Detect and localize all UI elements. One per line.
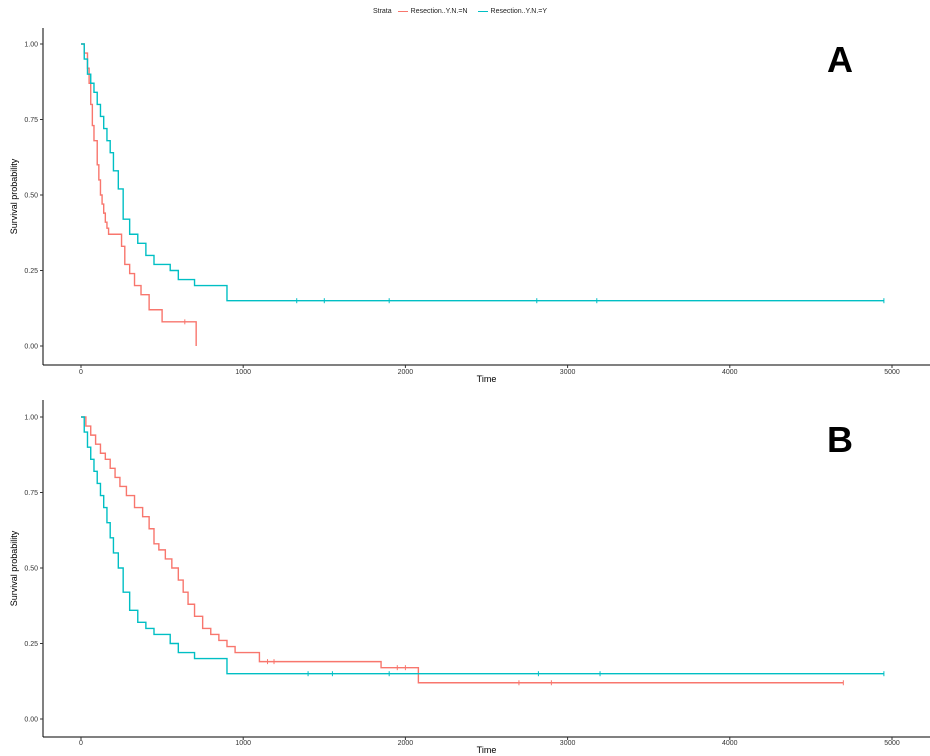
panel-label: B bbox=[827, 419, 853, 460]
series-line-0 bbox=[81, 416, 844, 684]
y-tick-label: 0.25 bbox=[24, 641, 38, 648]
x-tick-label: 5000 bbox=[884, 369, 900, 376]
panel-a: 0.00 0.25 0.50 0.75 1.00 0 1000 2000 3000 4000 500… bbox=[9, 28, 930, 384]
x-tick-label: 5000 bbox=[884, 740, 900, 747]
y-tick-label: 0.50 bbox=[24, 566, 38, 573]
x-tick-label: 2000 bbox=[398, 740, 414, 747]
x-tick-label: 1000 bbox=[235, 369, 251, 376]
x-tick-label: 3000 bbox=[560, 740, 576, 747]
x-axis-title: Time bbox=[477, 374, 497, 384]
x-tick-label: 4000 bbox=[722, 369, 738, 376]
legend-swatch-y bbox=[477, 10, 488, 12]
panel-b: 0.00 0.25 0.50 0.75 1.00 0 1000 2000 3000 4000 500… bbox=[9, 400, 930, 755]
y-tick-label: 0.75 bbox=[24, 490, 38, 497]
legend-swatch-n bbox=[397, 10, 408, 12]
x-tick-label: 2000 bbox=[398, 369, 414, 376]
x-tick-label: 1000 bbox=[235, 740, 251, 747]
y-tick-label: 1.00 bbox=[24, 415, 38, 422]
y-tick-label: 0.50 bbox=[24, 193, 38, 200]
y-tick-label: 0.00 bbox=[24, 344, 38, 351]
y-tick-label: 0.00 bbox=[24, 717, 38, 724]
legend-item-y: Resection..Y.N.=Y bbox=[477, 7, 548, 15]
y-tick-label: 1.00 bbox=[24, 42, 38, 49]
x-tick-label: 3000 bbox=[560, 369, 576, 376]
legend-title: Strata bbox=[372, 7, 392, 15]
series-line-1 bbox=[81, 416, 884, 675]
y-axis-title: Survival probability bbox=[9, 158, 19, 234]
y-axis-title: Survival probability bbox=[9, 530, 19, 606]
panel-label: A bbox=[827, 39, 853, 80]
y-tick-label: 0.25 bbox=[24, 268, 38, 275]
x-tick-label: 0 bbox=[79, 740, 83, 747]
x-tick-label: 0 bbox=[79, 369, 83, 376]
legend-label-y: Resection..Y.N.=Y bbox=[490, 7, 548, 15]
x-tick-label: 4000 bbox=[722, 740, 738, 747]
x-axis-title: Time bbox=[477, 745, 497, 755]
legend-item-n: Resection..Y.N.=N bbox=[397, 7, 468, 15]
y-tick-label: 0.75 bbox=[24, 117, 38, 124]
legend-label-n: Resection..Y.N.=N bbox=[410, 7, 468, 15]
series-line-1 bbox=[81, 43, 884, 302]
series-line-0 bbox=[81, 43, 197, 346]
legend: Strata Resection..Y.N.=N Resection..Y.N.… bbox=[0, 5, 930, 17]
